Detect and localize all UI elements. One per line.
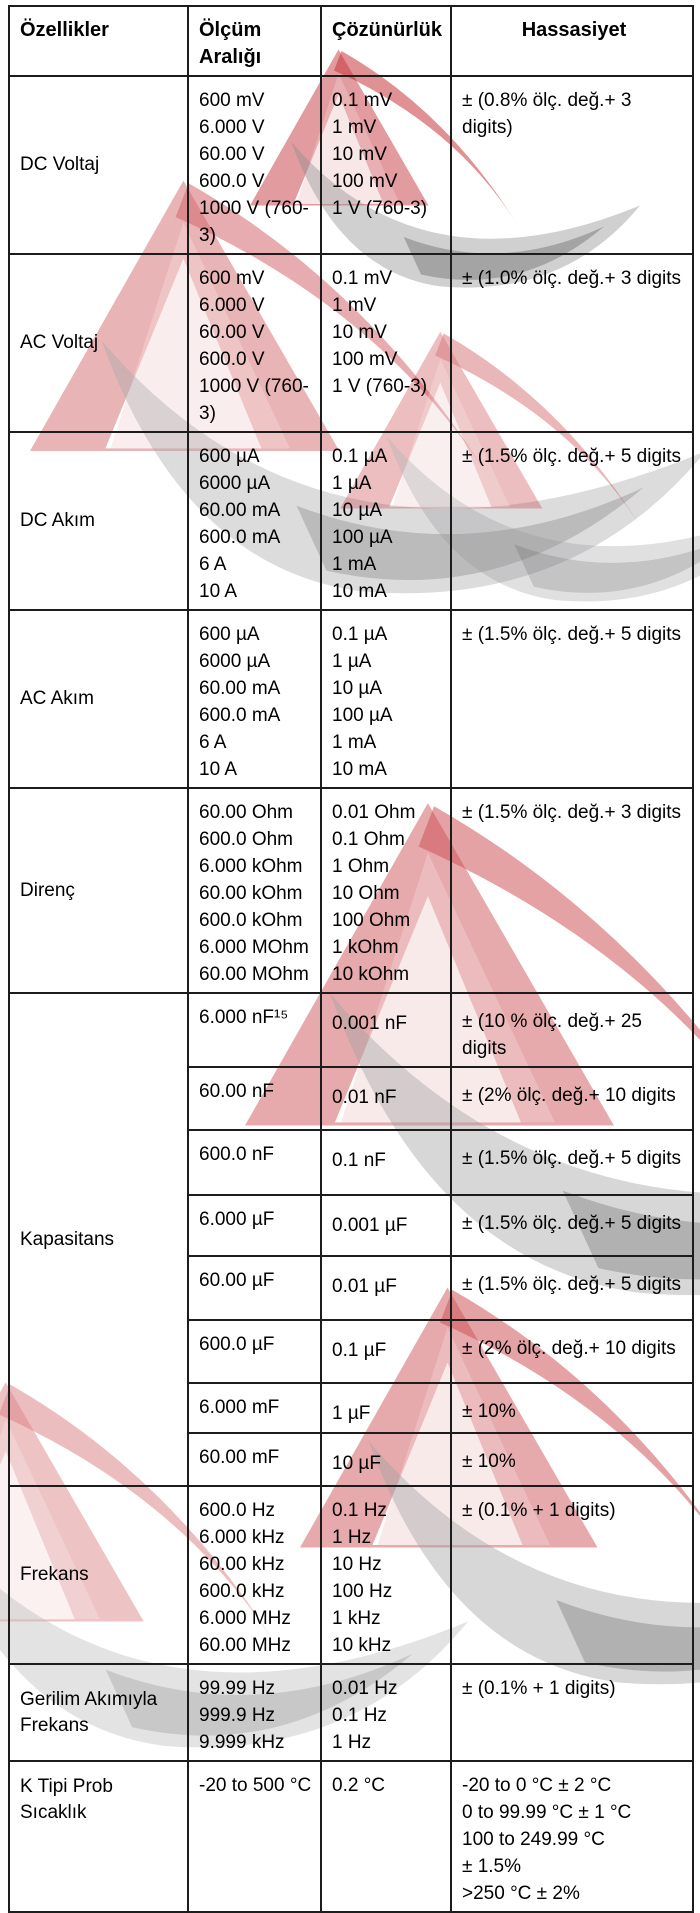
resolution-cell: 0.1 µF — [320, 1319, 452, 1384]
resolution-cell: 0.1 µA 1 µA 10 µA 100 µA 1 mA 10 mA — [320, 609, 452, 789]
feature-cell: AC Akım — [8, 609, 189, 789]
resolution-cell: 0.1 mV 1 mV 10 mV 100 mV 1 V (760-3) — [320, 75, 452, 255]
accuracy-cell: ± (1.5% ölç. değ.+ 5 digits — [450, 1255, 694, 1321]
range-cell: 99.99 Hz 999.9 Hz 9.999 kHz — [187, 1663, 322, 1762]
resolution-cell: 0.2 °C — [320, 1760, 452, 1913]
range-cell: 60.00 nF — [187, 1066, 322, 1131]
accuracy-cell: ± (2% ölç. değ.+ 10 digits — [450, 1066, 694, 1131]
table-row: Frekans 600.0 Hz 6.000 kHz 60.00 kHz 600… — [8, 1485, 694, 1665]
accuracy-cell: ± (1.5% ölç. değ.+ 3 digits — [450, 787, 694, 994]
resolution-cell: 0.1 µA 1 µA 10 µA 100 µA 1 mA 10 mA — [320, 431, 452, 611]
accuracy-cell: ± 10% — [450, 1382, 694, 1434]
accuracy-cell: ± (0.8% ölç. değ.+ 3 digits) — [450, 75, 694, 255]
range-cell: 600.0 nF — [187, 1129, 322, 1196]
accuracy-cell: ± 10% — [450, 1432, 694, 1487]
accuracy-cell: ± (2% ölç. değ.+ 10 digits — [450, 1319, 694, 1384]
spec-table: Özellikler Ölçüm Aralığı Çözünürlük Hass… — [8, 5, 694, 1913]
resolution-cell: 0.001 µF — [320, 1194, 452, 1257]
feature-cell: Gerilim Akımıyla Frekans — [8, 1663, 189, 1762]
range-cell: 6.000 mF — [187, 1382, 322, 1434]
resolution-cell: 0.1 nF — [320, 1129, 452, 1196]
feature-cell: DC Akım — [8, 431, 189, 611]
accuracy-cell: ± (0.1% + 1 digits) — [450, 1485, 694, 1665]
range-cell: 600 mV 6.000 V 60.00 V 600.0 V 1000 V (7… — [187, 75, 322, 255]
feature-cell: Frekans — [8, 1485, 189, 1665]
range-cell: 60.00 µF — [187, 1255, 322, 1321]
accuracy-cell: ± (10 % ölç. değ.+ 25 digits — [450, 992, 694, 1068]
accuracy-cell: ± (1.5% ölç. değ.+ 5 digits — [450, 431, 694, 611]
resolution-cell: 0.01 Hz 0.1 Hz 1 Hz — [320, 1663, 452, 1762]
resolution-cell: 0.01 nF — [320, 1066, 452, 1131]
table-row: K Tipi Prob Sıcaklık -20 to 500 °C 0.2 °… — [8, 1760, 694, 1913]
accuracy-cell: ± (1.5% ölç. değ.+ 5 digits — [450, 1129, 694, 1196]
feature-cell: Kapasitans — [8, 992, 189, 1487]
accuracy-cell: ± (1.5% ölç. değ.+ 5 digits — [450, 609, 694, 789]
range-cell: -20 to 500 °C — [187, 1760, 322, 1913]
range-cell: 60.00 Ohm 600.0 Ohm 6.000 kOhm 60.00 kOh… — [187, 787, 322, 994]
range-cell: 6.000 nF¹⁵ — [187, 992, 322, 1068]
feature-cell: K Tipi Prob Sıcaklık — [8, 1760, 189, 1913]
accuracy-cell: ± (1.0% ölç. değ.+ 3 digits — [450, 253, 694, 433]
header-row: Özellikler Ölçüm Aralığı Çözünürlük Hass… — [8, 5, 694, 77]
feature-cell: Direnç — [8, 787, 189, 994]
table-row: DC Voltaj 600 mV 6.000 V 60.00 V 600.0 V… — [8, 75, 694, 255]
resolution-cell: 0.1 Hz 1 Hz 10 Hz 100 Hz 1 kHz 10 kHz — [320, 1485, 452, 1665]
column-header-features: Özellikler — [8, 5, 189, 77]
column-header-range: Ölçüm Aralığı — [187, 5, 322, 77]
resolution-cell: 0.001 nF — [320, 992, 452, 1068]
feature-cell: DC Voltaj — [8, 75, 189, 255]
range-cell: 600 µA 6000 µA 60.00 mA 600.0 mA 6 A 10 … — [187, 609, 322, 789]
range-cell: 6.000 µF — [187, 1194, 322, 1257]
resolution-cell: 0.01 Ohm 0.1 Ohm 1 Ohm 10 Ohm 100 Ohm 1 … — [320, 787, 452, 994]
range-cell: 600.0 Hz 6.000 kHz 60.00 kHz 600.0 kHz 6… — [187, 1485, 322, 1665]
range-cell: 600 mV 6.000 V 60.00 V 600.0 V 1000 V (7… — [187, 253, 322, 433]
column-header-accuracy: Hassasiyet — [450, 5, 694, 77]
resolution-cell: 10 µF — [320, 1432, 452, 1487]
feature-cell: AC Voltaj — [8, 253, 189, 433]
table-row: Kapasitans 6.000 nF¹⁵ 0.001 nF ± (10 % ö… — [8, 992, 694, 1487]
resolution-cell: 1 µF — [320, 1382, 452, 1434]
accuracy-cell: ± (0.1% + 1 digits) — [450, 1663, 694, 1762]
resolution-cell: 0.01 µF — [320, 1255, 452, 1321]
column-header-resolution: Çözünürlük — [320, 5, 452, 77]
table-row: Gerilim Akımıyla Frekans 99.99 Hz 999.9 … — [8, 1663, 694, 1762]
table-row: DC Akım 600 µA 6000 µA 60.00 mA 600.0 mA… — [8, 431, 694, 611]
resolution-cell: 0.1 mV 1 mV 10 mV 100 mV 1 V (760-3) — [320, 253, 452, 433]
range-cell: 600.0 µF — [187, 1319, 322, 1384]
table-row: Direnç 60.00 Ohm 600.0 Ohm 6.000 kOhm 60… — [8, 787, 694, 994]
table-row: AC Voltaj 600 mV 6.000 V 60.00 V 600.0 V… — [8, 253, 694, 433]
table-row: AC Akım 600 µA 6000 µA 60.00 mA 600.0 mA… — [8, 609, 694, 789]
accuracy-cell: ± (1.5% ölç. değ.+ 5 digits — [450, 1194, 694, 1257]
range-cell: 600 µA 6000 µA 60.00 mA 600.0 mA 6 A 10 … — [187, 431, 322, 611]
accuracy-cell: -20 to 0 °C ± 2 °C 0 to 99.99 °C ± 1 °C … — [450, 1760, 694, 1913]
range-cell: 60.00 mF — [187, 1432, 322, 1487]
